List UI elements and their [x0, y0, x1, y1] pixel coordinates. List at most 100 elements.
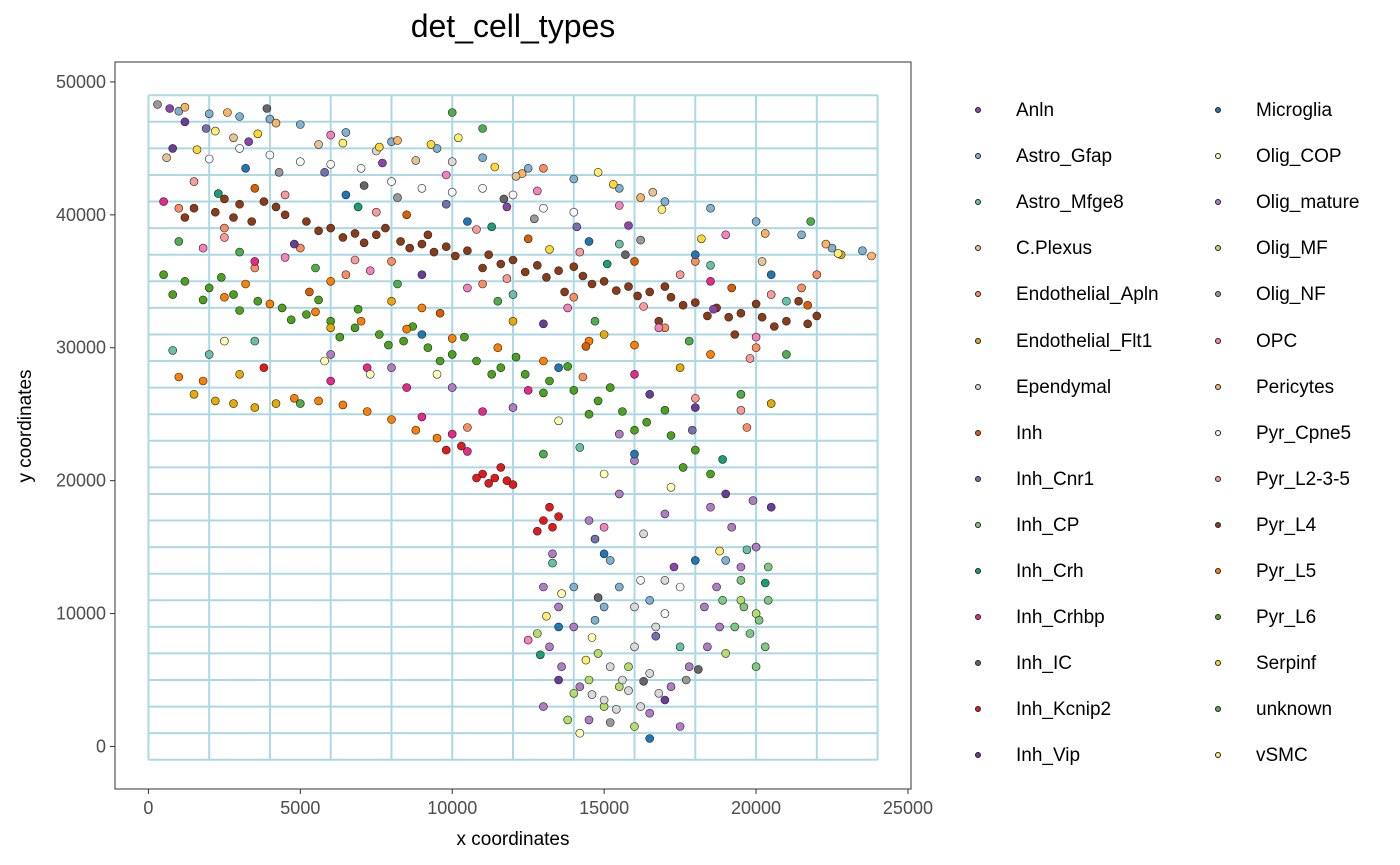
- legend-marker: [1215, 614, 1221, 621]
- data-point: [305, 287, 314, 297]
- y-axis-title: y coordinates: [15, 369, 36, 482]
- data-point: [675, 722, 685, 731]
- data-point: [411, 156, 421, 165]
- legend-item: Inh_Crh: [960, 549, 1180, 595]
- data-point: [487, 369, 497, 379]
- data-point: [535, 650, 545, 660]
- legend-label: Olig_COP: [1256, 146, 1342, 168]
- data-point: [487, 222, 497, 232]
- legend-key: [960, 283, 998, 307]
- data-point: [718, 595, 727, 605]
- legend-key: [1200, 744, 1238, 768]
- data-point: [803, 319, 813, 329]
- legend-item: Olig_NF: [1200, 272, 1400, 318]
- data-point: [326, 350, 336, 359]
- data-point: [681, 675, 691, 685]
- data-point: [211, 396, 220, 406]
- data-point: [387, 257, 396, 266]
- legend-marker: [975, 706, 981, 713]
- data-point: [766, 290, 776, 299]
- data-point: [460, 332, 469, 342]
- data-point: [402, 383, 412, 392]
- data-point: [760, 578, 770, 588]
- data-point: [736, 575, 746, 585]
- data-point: [724, 312, 734, 322]
- data-point: [220, 223, 229, 233]
- data-point: [782, 316, 791, 326]
- legend-key: [1200, 560, 1238, 584]
- data-point: [289, 393, 299, 403]
- data-point: [557, 662, 566, 672]
- data-point: [220, 336, 229, 346]
- legend-key: [960, 606, 998, 630]
- data-point: [721, 489, 731, 499]
- data-point: [554, 512, 563, 521]
- data-point: [639, 302, 648, 311]
- data-point: [532, 526, 542, 536]
- legend-key: [1200, 237, 1238, 261]
- data-point: [542, 611, 551, 621]
- data-point: [751, 542, 761, 552]
- data-point: [496, 363, 506, 373]
- data-point: [782, 296, 791, 306]
- data-point: [338, 400, 348, 410]
- data-point: [581, 655, 591, 665]
- data-point: [253, 129, 263, 139]
- data-point: [539, 702, 548, 711]
- data-point: [326, 276, 336, 286]
- data-point: [192, 145, 202, 154]
- data-point: [599, 469, 609, 479]
- legend-label: vSMC: [1256, 745, 1308, 767]
- data-point: [748, 496, 758, 505]
- data-point: [751, 662, 761, 672]
- data-point: [557, 589, 566, 598]
- data-point: [271, 399, 281, 408]
- legend-label: Serpinf: [1256, 653, 1317, 675]
- legend-item: Astro_Gfap: [960, 134, 1180, 180]
- legend-label: Inh: [1016, 422, 1043, 444]
- data-point: [706, 469, 715, 479]
- data-point: [572, 222, 582, 232]
- legend-item: vSMC: [1200, 733, 1400, 779]
- data-point: [417, 412, 427, 422]
- data-point: [630, 425, 639, 435]
- data-point: [812, 311, 822, 321]
- data-point: [371, 230, 381, 240]
- legend-item: Pyr_L5: [1200, 549, 1400, 595]
- data-point: [569, 385, 579, 395]
- data-point: [660, 575, 670, 585]
- data-point: [539, 582, 548, 592]
- data-point: [523, 635, 533, 645]
- legend-marker: [1215, 337, 1221, 344]
- data-point: [174, 372, 184, 382]
- data-point: [666, 292, 676, 302]
- data-point: [605, 718, 615, 727]
- data-point: [168, 346, 177, 355]
- data-point: [657, 205, 667, 214]
- data-point: [432, 369, 442, 379]
- data-point: [660, 405, 670, 415]
- data-point: [545, 642, 554, 652]
- data-point: [693, 665, 703, 674]
- data-point: [235, 199, 244, 209]
- data-point: [189, 177, 199, 186]
- data-point: [797, 283, 806, 293]
- data-point: [599, 522, 609, 532]
- data-point: [201, 124, 211, 133]
- data-point: [393, 136, 402, 145]
- data-point: [690, 445, 700, 455]
- data-point: [560, 287, 569, 297]
- legend-key: [1200, 376, 1238, 400]
- data-point: [590, 534, 600, 544]
- data-point: [371, 207, 381, 217]
- data-point: [314, 140, 323, 149]
- data-point: [624, 221, 633, 230]
- data-point: [320, 168, 329, 177]
- data-point: [159, 197, 168, 206]
- data-point: [721, 230, 731, 240]
- data-point: [706, 350, 715, 359]
- data-point: [636, 235, 645, 245]
- data-point: [554, 416, 563, 426]
- data-point: [867, 251, 876, 261]
- data-point: [168, 144, 177, 153]
